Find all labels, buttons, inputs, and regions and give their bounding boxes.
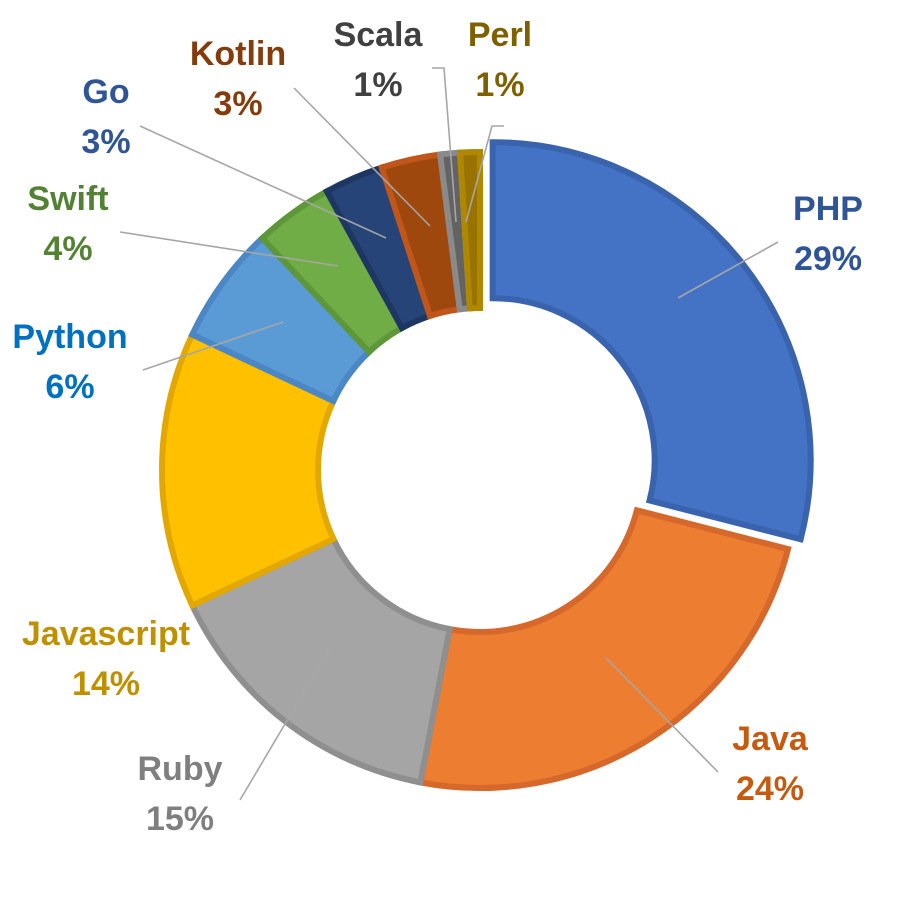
leader-line-php xyxy=(677,241,779,299)
leader-line-kotlin xyxy=(293,87,431,227)
label-percent-go: 3% xyxy=(81,123,130,161)
label-name-kotlin: Kotlin xyxy=(190,35,286,73)
label-name-scala: Scala xyxy=(334,16,424,54)
slice-ruby xyxy=(188,534,454,786)
leader-line-swift xyxy=(119,231,339,267)
data-label-scala: Scala 1% xyxy=(334,16,424,104)
label-percent-javascript: 14% xyxy=(72,665,140,703)
data-label-kotlin: Kotlin 3% xyxy=(190,35,286,123)
label-name-java: Java xyxy=(732,720,809,758)
label-percent-kotlin: 3% xyxy=(213,85,262,123)
label-name-go: Go xyxy=(82,73,129,111)
slice-javascript xyxy=(159,330,338,610)
leader-line-perl xyxy=(465,125,504,223)
label-name-swift: Swift xyxy=(27,180,108,218)
label-percent-perl: 1% xyxy=(475,66,524,104)
data-label-ruby: Ruby 15% xyxy=(138,750,223,838)
slice-java xyxy=(416,506,792,791)
leader-line-java xyxy=(605,657,719,773)
label-percent-python: 6% xyxy=(45,368,94,406)
data-label-go: Go 3% xyxy=(81,73,130,161)
data-label-python: Python 6% xyxy=(12,318,127,406)
leader-line-python xyxy=(142,321,284,371)
label-percent-ruby: 15% xyxy=(146,800,214,838)
leader-line-scala xyxy=(432,67,457,223)
label-percent-php: 29% xyxy=(794,240,862,278)
label-name-python: Python xyxy=(12,318,127,356)
label-name-javascript: Javascript xyxy=(22,615,190,653)
label-percent-swift: 4% xyxy=(43,230,92,268)
data-label-java: Java 24% xyxy=(732,720,809,808)
data-label-javascript: Javascript 14% xyxy=(22,615,190,703)
data-label-perl: Perl 1% xyxy=(468,16,532,104)
label-name-php: PHP xyxy=(793,190,863,228)
label-percent-java: 24% xyxy=(736,770,804,808)
slice-php xyxy=(489,139,814,543)
data-label-php: PHP 29% xyxy=(793,190,863,278)
leader-line-go xyxy=(139,125,387,239)
leader-line-ruby xyxy=(239,647,331,801)
label-name-ruby: Ruby xyxy=(138,750,223,788)
data-label-swift: Swift 4% xyxy=(27,180,108,268)
label-percent-scala: 1% xyxy=(353,66,402,104)
label-name-perl: Perl xyxy=(468,16,532,54)
